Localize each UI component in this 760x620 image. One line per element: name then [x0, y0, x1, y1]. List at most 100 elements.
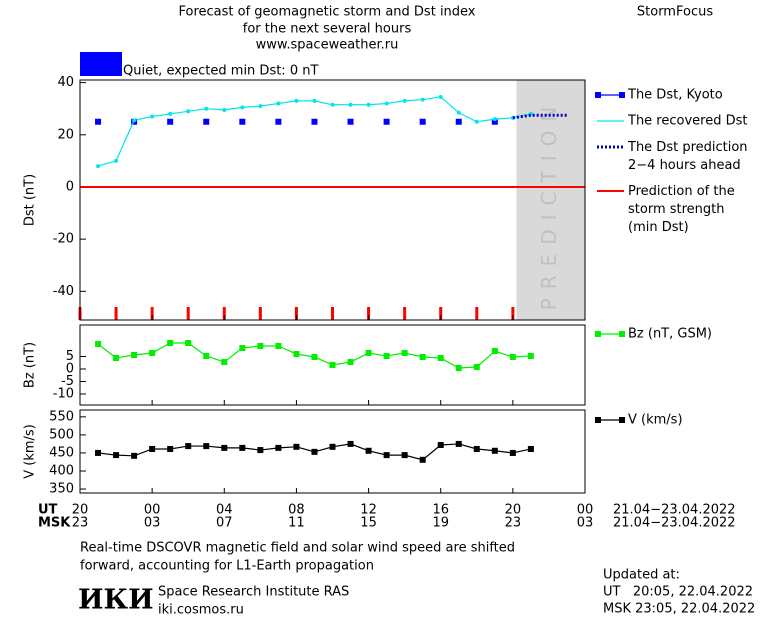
- msk-range: 21.04−23.04.2022: [613, 516, 736, 531]
- panel-frame: [79, 79, 586, 321]
- marker: [222, 108, 227, 112]
- marker: [168, 111, 173, 116]
- legend-marker: [595, 331, 601, 337]
- y-tick-label: 0: [66, 362, 74, 377]
- marker: [491, 348, 498, 354]
- marker: [383, 452, 390, 459]
- y-tick-label: 500: [49, 427, 74, 442]
- marker: [311, 448, 318, 455]
- marker: [437, 355, 444, 361]
- updated-ut: UT 20:05, 22.04.2022: [603, 585, 753, 600]
- x-tick-label: 00: [577, 503, 594, 518]
- brand: StormFocus: [637, 5, 713, 20]
- ut-label: UT: [38, 503, 58, 518]
- legend-label: Prediction of the storm strength (min Dst): [628, 184, 735, 235]
- marker: [348, 102, 353, 107]
- x-tick-label: 12: [360, 503, 377, 518]
- institute: Space Research Institute RAS: [158, 585, 349, 600]
- x-tick-label: 19: [432, 516, 449, 531]
- legend-marker: [595, 417, 601, 423]
- marker: [383, 353, 390, 359]
- marker: [96, 164, 101, 169]
- marker: [347, 118, 354, 125]
- marker: [276, 101, 281, 106]
- marker: [203, 118, 210, 125]
- marker: [437, 442, 444, 449]
- legend-label: The Dst prediction 2−4 hours ahead: [627, 140, 748, 173]
- marker: [132, 118, 137, 123]
- marker: [419, 456, 426, 463]
- site: iki.cosmos.ru: [158, 603, 244, 618]
- y-axis-label: V (km/s): [23, 424, 38, 479]
- marker: [185, 340, 192, 346]
- y-tick-label: -10: [53, 387, 74, 402]
- marker: [113, 452, 120, 459]
- marker: [311, 118, 318, 125]
- y-tick-label: 20: [57, 127, 74, 142]
- y-tick-label: 450: [49, 445, 74, 460]
- x-tick-label: 15: [360, 516, 377, 531]
- marker: [474, 119, 479, 124]
- marker: [455, 365, 462, 371]
- prediction-label: PREDICTION: [537, 98, 561, 311]
- x-tick-label: 03: [144, 516, 161, 531]
- title-line: www.spaceweather.ru: [256, 38, 399, 53]
- marker: [329, 443, 336, 450]
- marker: [401, 350, 408, 356]
- legend-label: The Dst, Kyoto: [627, 88, 723, 103]
- marker: [365, 447, 372, 454]
- marker: [258, 104, 263, 109]
- x-tick-label: 23: [505, 516, 522, 531]
- marker: [384, 101, 389, 106]
- x-tick-label: 08: [288, 503, 305, 518]
- marker: [149, 445, 156, 452]
- marker: [95, 118, 102, 125]
- marker: [293, 351, 300, 357]
- x-tick-label: 00: [144, 503, 161, 518]
- marker: [509, 449, 516, 456]
- legend-marker: [595, 92, 601, 98]
- ut-range: 21.04−23.04.2022: [613, 503, 736, 518]
- marker: [149, 350, 156, 356]
- marker: [347, 359, 354, 365]
- marker: [491, 118, 498, 125]
- marker: [257, 447, 264, 454]
- marker: [257, 343, 264, 349]
- marker: [330, 102, 335, 107]
- y-tick-label: 40: [57, 75, 74, 90]
- marker: [419, 354, 426, 360]
- marker: [329, 362, 336, 368]
- marker: [150, 114, 155, 119]
- x-tick-label: 07: [216, 516, 233, 531]
- marker: [402, 98, 407, 103]
- title-line: Forecast of geomagnetic storm and Dst in…: [178, 5, 475, 20]
- marker: [311, 354, 318, 360]
- updated-msk: MSK 23:05, 22.04.2022: [603, 602, 755, 617]
- y-tick-label: 550: [49, 409, 74, 424]
- marker: [221, 359, 228, 365]
- marker: [473, 445, 480, 452]
- marker: [221, 444, 228, 451]
- x-tick-label: 04: [216, 503, 233, 518]
- status-label: Quiet, expected min Dst: 0 nT: [123, 64, 318, 79]
- x-tick-label: 16: [432, 503, 449, 518]
- logo: ИКИ: [78, 585, 154, 616]
- msk-label: MSK: [38, 516, 71, 531]
- updated-label: Updated at:: [603, 568, 680, 583]
- legend-marker: [619, 331, 625, 337]
- marker: [419, 118, 426, 125]
- marker: [420, 97, 425, 102]
- x-tick-label: 23: [72, 516, 89, 531]
- panel-frame: [79, 324, 586, 406]
- marker: [114, 158, 119, 163]
- note-line: Real-time DSCOVR magnetic field and sola…: [80, 541, 515, 556]
- marker: [131, 352, 138, 358]
- marker: [167, 340, 174, 346]
- marker: [204, 106, 209, 111]
- marker: [239, 345, 246, 351]
- marker: [293, 443, 300, 450]
- marker: [509, 354, 516, 360]
- y-tick-label: -40: [53, 284, 74, 299]
